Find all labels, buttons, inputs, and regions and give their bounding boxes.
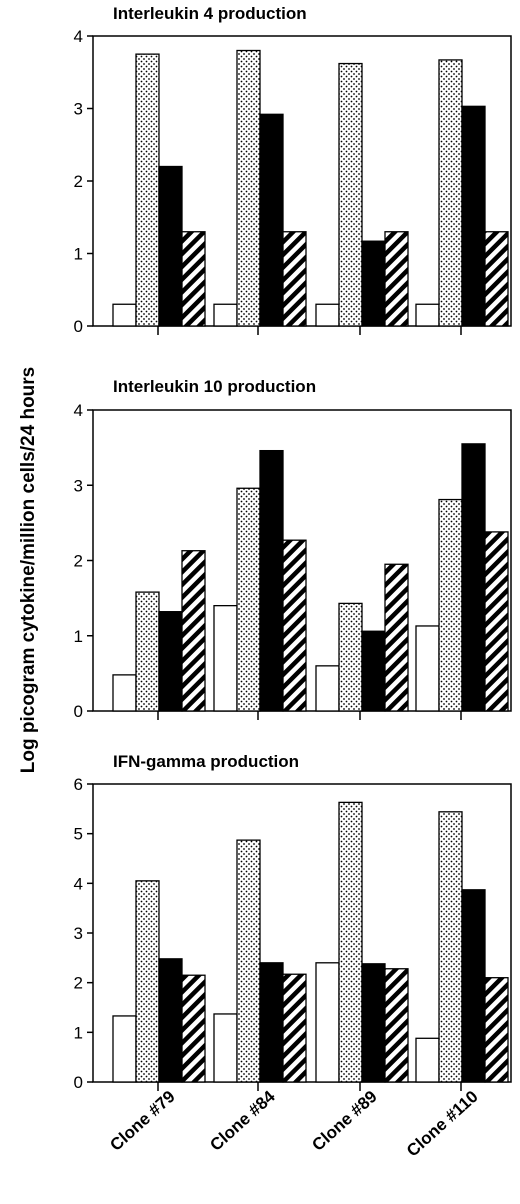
y-tick-label: 3: [74, 100, 83, 119]
y-tick-label: 1: [74, 245, 83, 264]
bar-series-1-clone110: [415, 625, 440, 712]
bar-series-4-clone79: [181, 550, 206, 712]
bar-series-4-clone79: [181, 231, 206, 327]
bar-series-2-clone110: [438, 811, 463, 1083]
bar-series-1-clone89: [315, 962, 340, 1083]
panel-title: Interleukin 4 production: [113, 4, 307, 23]
bar-series-4-clone110: [484, 531, 509, 712]
bar-series-3-clone110: [461, 889, 486, 1083]
y-axis-label: Log picogram cytokine/million cells/24 h…: [18, 367, 39, 774]
bar-series-4-clone84: [282, 231, 307, 327]
y-tick-label: 0: [74, 702, 83, 721]
y-tick-label: 2: [74, 552, 83, 571]
y-tick-label: 1: [74, 627, 83, 646]
bar-series-3-clone84: [259, 449, 284, 712]
bar-series-2-clone110: [438, 59, 463, 327]
bar-series-4-clone84: [282, 539, 307, 712]
bar-series-2-clone110: [438, 498, 463, 712]
bar-series-4-clone79: [181, 974, 206, 1083]
panel-2: Interleukin 10 production 0 1 2 3 4: [74, 377, 512, 721]
bar-series-1-clone79: [112, 303, 137, 327]
category-label: Clone #110: [403, 1087, 482, 1161]
bar-series-2-clone84: [236, 839, 261, 1083]
panel-3: IFN-gamma production 0 1 2 3 4 5 6: [74, 752, 512, 1092]
category-labels: Clone #79 Clone #84 Clone #89 Clone #110: [106, 1086, 481, 1160]
bar-series-1-clone84: [213, 1013, 238, 1083]
panel-title: IFN-gamma production: [113, 752, 299, 771]
bar-series-1-clone79: [112, 1015, 137, 1083]
y-tick-label: 4: [74, 27, 83, 46]
bar-series-4-clone110: [484, 977, 509, 1083]
bar-series-2-clone84: [236, 49, 261, 327]
bar-series-2-clone79: [135, 880, 160, 1083]
bar-series-3-clone110: [461, 443, 486, 712]
y-tick-label: 2: [74, 172, 83, 191]
bar-series-4-clone110: [484, 231, 509, 327]
bar-series-1-clone110: [415, 1037, 440, 1083]
bar-series-3-clone89: [361, 963, 386, 1083]
bar-series-3-clone84: [259, 962, 284, 1083]
bar-series-2-clone89: [338, 602, 363, 712]
bar-series-1-clone110: [415, 303, 440, 327]
bar-series-3-clone79: [158, 165, 183, 327]
bar-series-2-clone79: [135, 591, 160, 712]
chart-panels: Interleukin 4 production01234Interleukin…: [74, 4, 512, 1092]
bar-series-3-clone84: [259, 113, 284, 327]
bar-series-4-clone89: [384, 968, 409, 1083]
bar-series-1-clone84: [213, 303, 238, 327]
y-tick-label: 0: [74, 317, 83, 336]
category-label: Clone #84: [206, 1086, 279, 1154]
y-tick-label: 3: [74, 924, 83, 943]
category-label: Clone #79: [106, 1087, 178, 1155]
bar-series-3-clone89: [361, 630, 386, 712]
bar-series-2-clone89: [338, 801, 363, 1083]
bar-series-4-clone84: [282, 973, 307, 1083]
bar-series-1-clone89: [315, 665, 340, 712]
y-tick-label: 1: [74, 1023, 83, 1042]
bar-series-3-clone110: [461, 105, 486, 327]
bar-series-1-clone79: [112, 674, 137, 712]
y-tick-label: 3: [74, 476, 83, 495]
bar-series-2-clone84: [236, 487, 261, 712]
panel-1: Interleukin 4 production 0 1 2 3 4: [74, 4, 512, 336]
y-tick-label: 0: [74, 1073, 83, 1092]
bar-series-4-clone89: [384, 563, 409, 712]
bar-series-1-clone84: [213, 605, 238, 712]
bar-series-3-clone79: [158, 611, 183, 712]
bar-series-1-clone89: [315, 303, 340, 327]
y-tick-label: 5: [74, 825, 83, 844]
category-label: Clone #89: [308, 1087, 380, 1155]
bar-series-3-clone79: [158, 958, 183, 1083]
bar-series-2-clone89: [338, 62, 363, 327]
y-tick-label: 2: [74, 974, 83, 993]
bar-series-4-clone89: [384, 231, 409, 327]
y-tick-label: 6: [74, 775, 83, 794]
y-tick-label: 4: [74, 874, 83, 893]
bar-series-2-clone79: [135, 53, 160, 327]
bar-series-3-clone89: [361, 240, 386, 327]
panel-title: Interleukin 10 production: [113, 377, 316, 396]
y-tick-label: 4: [74, 401, 83, 420]
